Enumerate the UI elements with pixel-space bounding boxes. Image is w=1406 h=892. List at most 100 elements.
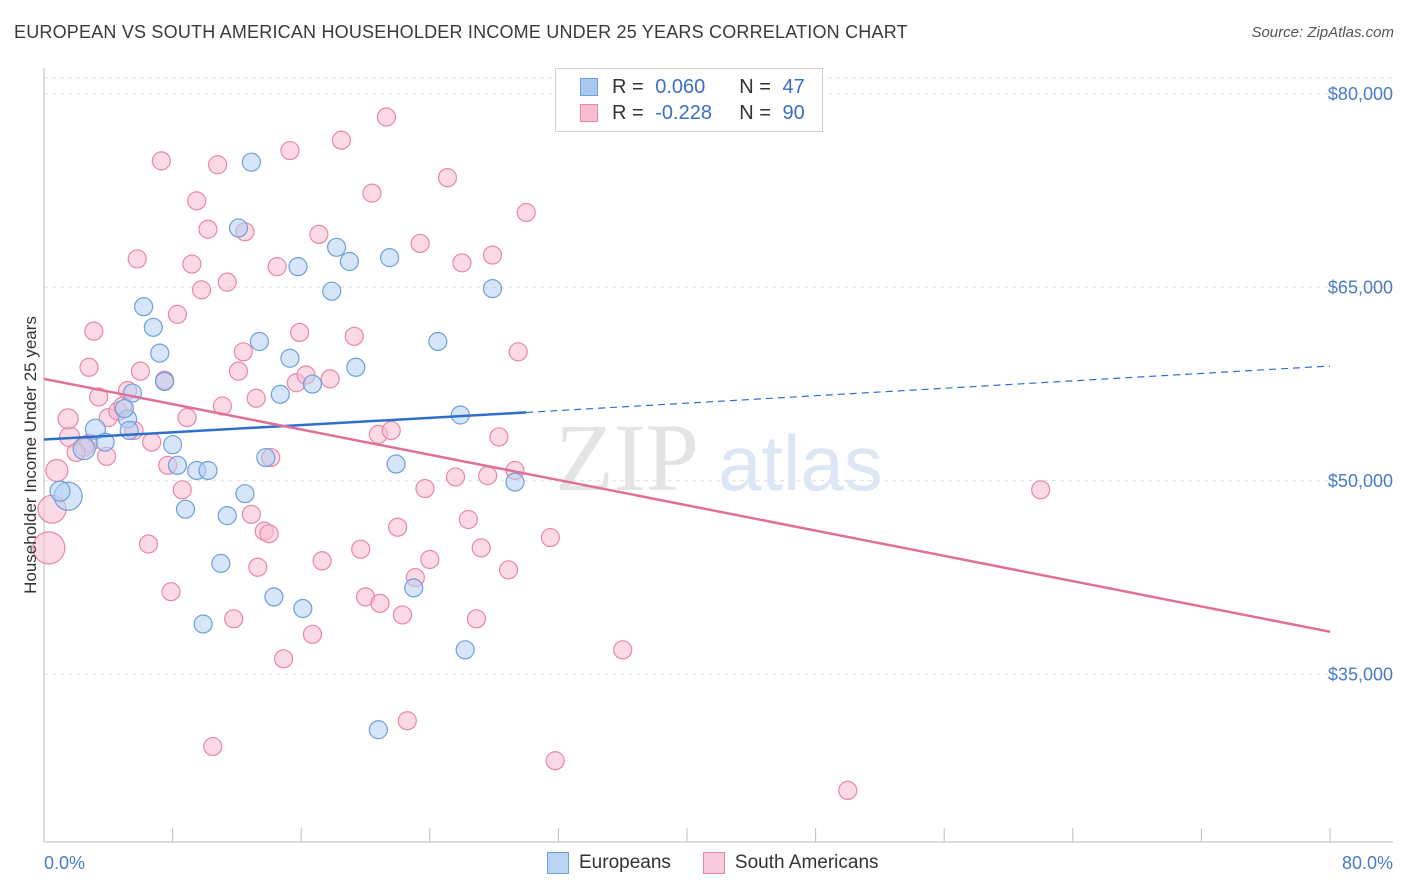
south-americans-trend-line [43, 377, 1331, 633]
south-american-point [545, 751, 565, 771]
south-american-point [415, 478, 435, 499]
south-american-point [246, 388, 266, 408]
legend-n-label: N = [739, 101, 777, 124]
legend-label-europeans: Europeans [579, 852, 671, 873]
y-tick-label: $35,000 [1328, 664, 1393, 684]
south-american-point [142, 432, 162, 452]
legend-swatch-south-americans [580, 104, 598, 122]
legend-swatch-south-americans [702, 852, 725, 874]
south-american-point [182, 254, 202, 274]
south-american-point [370, 593, 390, 613]
european-point [339, 251, 360, 272]
south-american-point [466, 609, 487, 629]
european-point [326, 237, 347, 257]
european-point [256, 447, 276, 468]
south-american-point [187, 191, 207, 211]
south-american-point [84, 321, 104, 341]
south-american-point [392, 605, 413, 625]
south-american-point [471, 538, 491, 558]
european-point [95, 432, 115, 452]
european-point [119, 420, 139, 441]
south-american-point [344, 326, 364, 346]
south-american-point [208, 155, 228, 175]
x-tick-label: 80.0% [1342, 853, 1393, 873]
legend-r-label: R = [612, 75, 650, 98]
source-label: Source: ZipAtlas.com [1251, 24, 1394, 41]
european-point [280, 348, 300, 368]
south-american-point [273, 649, 294, 669]
south-american-point [32, 531, 66, 565]
y-tick-label: $50,000 [1328, 471, 1393, 491]
legend-n-value: 90 [782, 101, 805, 124]
chart-title: EUROPEAN VS SOUTH AMERICAN HOUSEHOLDER I… [14, 22, 908, 42]
south-american-point [445, 467, 466, 487]
south-american-point [320, 369, 340, 389]
south-american-point [489, 427, 509, 447]
european-point [368, 720, 388, 740]
european-point [288, 257, 308, 277]
european-point [235, 484, 255, 504]
legend-item-south-americans: South Americans [702, 852, 879, 874]
european-point [167, 455, 188, 475]
european-point [163, 435, 183, 455]
european-point [455, 640, 475, 660]
south-american-point [267, 257, 287, 277]
south-americans-points [32, 107, 1051, 801]
legend-row-south-americans: R = -0.228 N = 90 [580, 101, 805, 125]
watermark: ZIP atlas [555, 404, 883, 511]
south-american-point [79, 357, 99, 377]
x-tick-label: 0.0% [44, 853, 85, 873]
south-american-point [458, 509, 478, 530]
european-point [505, 472, 525, 492]
south-american-point [289, 322, 310, 343]
european-point [211, 553, 231, 573]
european-point [264, 587, 284, 607]
south-american-point [217, 272, 237, 292]
south-american-point [1031, 480, 1051, 500]
south-american-point [381, 420, 401, 441]
south-american-point [309, 224, 329, 245]
south-american-point [224, 609, 244, 629]
south-american-point [410, 233, 430, 254]
south-american-point [388, 517, 408, 537]
south-american-point [302, 624, 323, 644]
south-american-point [376, 107, 396, 127]
south-american-point [498, 560, 519, 580]
south-american-point [259, 524, 279, 544]
south-american-point [198, 219, 218, 239]
y-axis-label: Householder Income Under 25 years [21, 316, 40, 594]
south-american-point [89, 387, 109, 407]
south-american-point [540, 527, 560, 548]
legend-n-label: N = [739, 75, 777, 98]
y-tick-label: $65,000 [1328, 277, 1393, 297]
south-american-point [482, 245, 503, 265]
european-point [193, 614, 213, 634]
european-point [114, 398, 134, 419]
trend-lines [43, 365, 1331, 633]
south-american-point [351, 539, 371, 559]
watermark-zip: ZIP [555, 404, 699, 511]
south-american-point [191, 280, 212, 300]
european-point [482, 278, 503, 299]
europeans-trend-extension [526, 365, 1331, 414]
south-american-point [233, 342, 253, 362]
south-american-point [420, 549, 440, 570]
watermark-atlas: atlas [718, 419, 883, 507]
legend-r-value: 0.060 [655, 75, 706, 98]
european-point [380, 248, 400, 268]
european-point [154, 371, 175, 392]
european-point [228, 218, 249, 238]
european-point [249, 331, 270, 352]
legend-r-value: -0.228 [655, 101, 712, 124]
south-american-point [161, 582, 181, 602]
south-american-point [127, 249, 147, 269]
european-point [302, 374, 323, 394]
south-american-point [57, 408, 79, 430]
legend-item-europeans: Europeans [547, 852, 671, 874]
european-point [386, 454, 406, 474]
south-american-point [397, 711, 417, 731]
south-american-point [437, 168, 458, 188]
european-point [49, 480, 71, 502]
south-american-point [130, 361, 151, 381]
legend-row-europeans: R = 0.060 N = 47 [580, 75, 805, 99]
